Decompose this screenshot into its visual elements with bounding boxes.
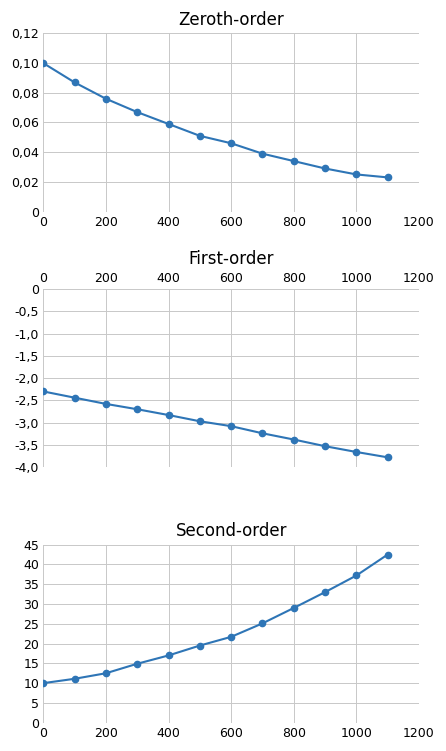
Title: Second-order: Second-order bbox=[175, 522, 287, 540]
Title: First-order: First-order bbox=[188, 249, 274, 267]
Title: Zeroth-order: Zeroth-order bbox=[178, 11, 284, 29]
